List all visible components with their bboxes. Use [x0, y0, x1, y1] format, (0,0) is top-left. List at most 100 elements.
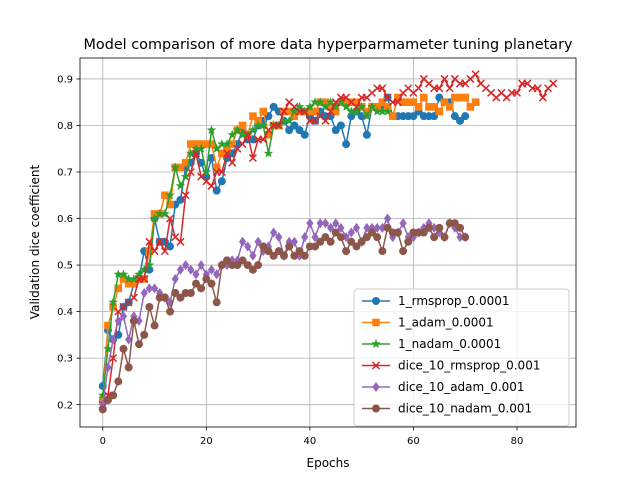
legend-marker: [372, 297, 380, 305]
data-point: [123, 274, 134, 284]
x-tick-label: 0: [100, 436, 106, 447]
data-point: [176, 264, 185, 275]
data-point: [109, 391, 118, 400]
data-point: [275, 232, 283, 243]
legend-label: dice_10_rmsprop_0.001: [398, 359, 540, 373]
data-point: [306, 218, 314, 229]
data-point: [331, 228, 340, 237]
y-tick-label: 0.6: [57, 214, 73, 225]
data-point: [213, 269, 221, 280]
data-point: [99, 399, 107, 410]
y-tick-label: 0.2: [57, 400, 73, 411]
data-point: [342, 140, 351, 149]
data-point: [461, 93, 470, 102]
data-point: [270, 227, 278, 238]
legend-marker: [371, 339, 381, 349]
data-point: [347, 237, 356, 246]
data-point: [191, 149, 201, 158]
data-point: [290, 121, 299, 130]
data-point: [279, 107, 289, 116]
data-point: [337, 222, 345, 233]
data-point: [290, 112, 299, 120]
data-point: [341, 101, 351, 111]
data-point: [378, 247, 387, 256]
legend-item: dice_10_rmsprop_0.001: [362, 359, 540, 373]
data-point: [430, 103, 438, 111]
y-tick-label: 0.3: [57, 354, 73, 365]
data-point: [399, 98, 407, 107]
data-point: [285, 126, 294, 135]
data-point: [207, 264, 216, 275]
data-point: [207, 181, 216, 190]
data-point: [414, 103, 423, 111]
data-point: [176, 163, 185, 172]
data-point: [269, 102, 278, 111]
data-point: [316, 218, 324, 229]
data-point: [549, 79, 558, 88]
legend-label: 1_nadam_0.0001: [398, 337, 501, 351]
data-point: [321, 218, 330, 229]
data-point: [109, 334, 117, 345]
data-point: [243, 130, 252, 139]
data-point: [310, 97, 320, 107]
data-point: [352, 242, 361, 251]
data-point: [150, 321, 159, 330]
data-point: [321, 233, 330, 242]
data-point: [295, 126, 304, 135]
data-point: [154, 208, 165, 218]
data-point: [233, 261, 242, 270]
data-point: [331, 107, 340, 116]
data-point: [129, 293, 138, 302]
data-point: [223, 144, 231, 153]
data-point: [399, 218, 407, 229]
legend: 1_rmsprop_0.0001 1_adam_0.0001 1_nadam_0.0…: [353, 288, 570, 427]
data-point: [424, 223, 433, 232]
data-point: [238, 236, 247, 247]
data-point: [352, 222, 361, 233]
legend-box: [353, 288, 570, 427]
data-point: [456, 223, 465, 232]
data-point: [217, 167, 226, 177]
data-point: [373, 222, 381, 233]
data-point: [197, 284, 206, 293]
data-point: [378, 222, 386, 233]
data-point: [144, 260, 155, 270]
data-point: [160, 208, 170, 218]
data-point: [166, 307, 175, 316]
data-point: [450, 112, 459, 121]
data-point: [202, 275, 211, 284]
data-point: [409, 98, 418, 107]
x-axis-label: Epochs: [307, 456, 350, 470]
data-point: [228, 140, 237, 148]
data-point: [414, 84, 423, 93]
data-point: [331, 101, 341, 111]
data-point: [182, 260, 190, 271]
data-point: [461, 112, 470, 121]
data-point: [129, 316, 138, 325]
data-point: [362, 111, 372, 121]
legend-marker: [372, 404, 380, 413]
data-point: [238, 140, 247, 149]
data-point: [223, 149, 232, 158]
data-point: [253, 120, 263, 130]
data-point: [166, 214, 175, 223]
data-point: [274, 121, 283, 130]
data-point: [306, 107, 314, 116]
data-point: [311, 107, 319, 116]
data-point: [316, 237, 325, 246]
data-point: [222, 139, 232, 149]
y-tick-label: 0.8: [57, 121, 73, 132]
data-point: [435, 223, 444, 232]
y-tick-label: 0.7: [57, 168, 73, 179]
data-point: [461, 233, 470, 242]
data-point: [445, 103, 454, 111]
data-point: [248, 125, 258, 135]
data-point: [244, 241, 252, 252]
series-1_nadam_0.0001: [98, 97, 393, 400]
data-point: [171, 274, 179, 285]
data-point: [290, 236, 298, 247]
y-tick-label: 0.5: [57, 261, 73, 272]
data-point: [456, 232, 464, 243]
data-point: [124, 279, 133, 288]
